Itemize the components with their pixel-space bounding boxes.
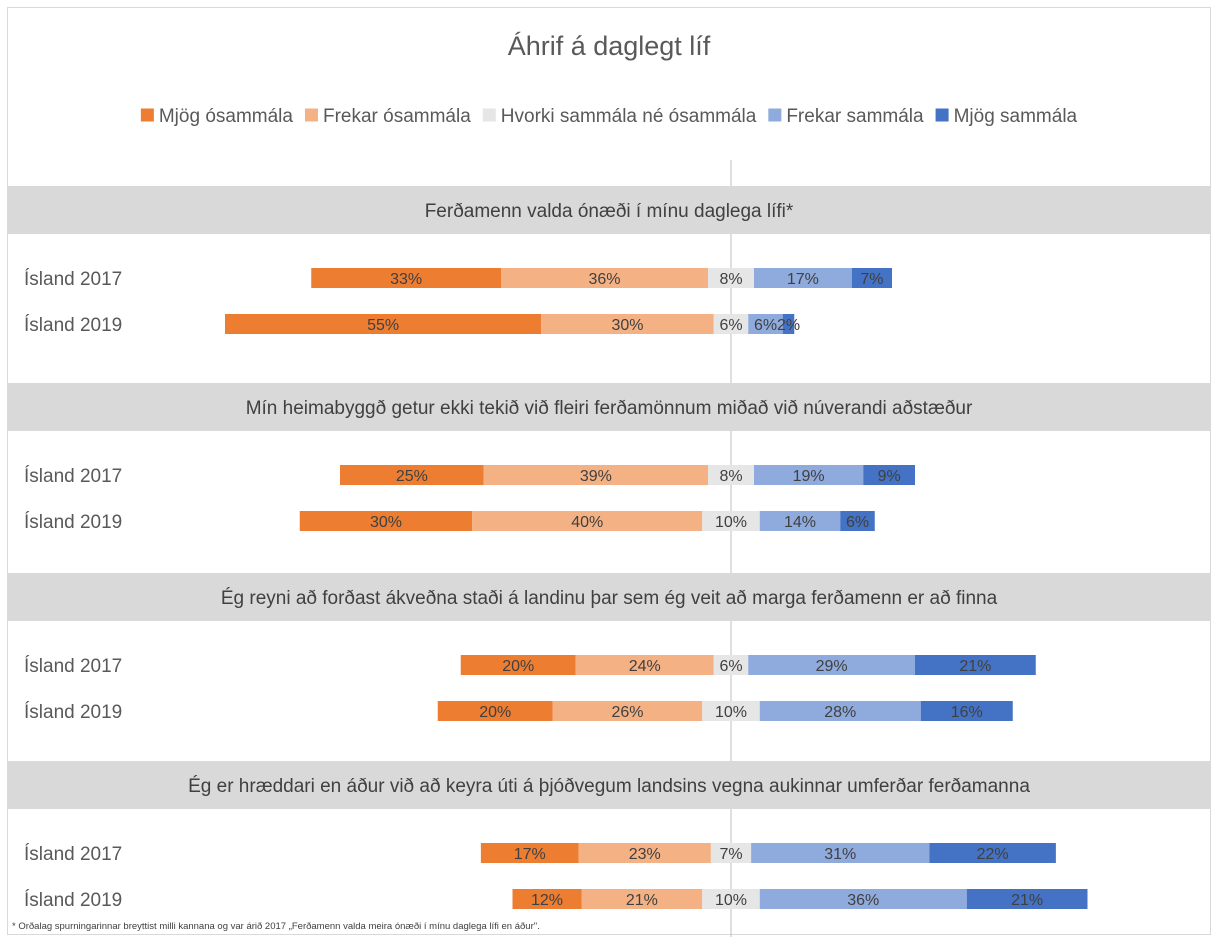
bar-segment-label: 20% (479, 704, 511, 721)
bar-segment-label: 26% (611, 704, 643, 721)
row-label: Ísland 2017 (24, 844, 122, 865)
bar-segment-label: 21% (959, 658, 991, 675)
row-label: Ísland 2019 (24, 512, 122, 533)
bar-segment-label: 40% (571, 514, 603, 531)
bar-segment-label: 12% (531, 892, 563, 909)
bar-segment-label: 14% (784, 514, 816, 531)
bar-segment-label: 8% (719, 271, 742, 288)
chart-title: Áhrif á daglegt líf (508, 31, 711, 61)
legend-label-1: Mjög ósammála (159, 106, 294, 127)
legend-swatch-1 (141, 109, 154, 122)
panel-3: Ég reyni að forðast ákveðna staði á land… (8, 573, 1210, 723)
bar-segment-label: 6% (719, 658, 742, 675)
legend-swatch-2 (305, 109, 318, 122)
bar-segment-label: 55% (367, 317, 399, 334)
panel-1: Ferðamenn valda ónæði í mínu daglega líf… (8, 186, 1210, 336)
bar-segment-label: 16% (951, 704, 983, 721)
bar-segment-label: 19% (793, 468, 825, 485)
bar-segment-label: 33% (390, 271, 422, 288)
bar-segment-label: 2% (777, 317, 800, 334)
bar-segment-label: 31% (824, 846, 856, 863)
bar-segment-label: 23% (629, 846, 661, 863)
bar-segment-label: 36% (588, 271, 620, 288)
legend-label-4: Frekar sammála (786, 106, 924, 127)
row-label: Ísland 2019 (24, 890, 122, 911)
legend-label-3: Hvorki sammála né ósammála (501, 106, 757, 127)
row-label: Ísland 2017 (24, 656, 122, 677)
legend-swatch-3 (483, 109, 496, 122)
row-label: Ísland 2017 (24, 466, 122, 487)
bar-segment-label: 36% (847, 892, 879, 909)
bar-segment-label: 10% (715, 892, 747, 909)
bar-segment-label: 10% (715, 514, 747, 531)
question-text: Ég reyni að forðast ákveðna staði á land… (221, 588, 998, 609)
legend-swatch-4 (768, 109, 781, 122)
row-label: Ísland 2019 (24, 315, 122, 336)
row-label: Ísland 2019 (24, 702, 122, 723)
bar-segment-label: 10% (715, 704, 747, 721)
bar-segment-label: 7% (719, 846, 742, 863)
bar-segment-label: 6% (754, 317, 777, 334)
panel-2: Mín heimabyggð getur ekki tekið við flei… (8, 383, 1210, 533)
bar-segment-label: 29% (816, 658, 848, 675)
bar-segment-label: 21% (1011, 892, 1043, 909)
row-label: Ísland 2017 (24, 269, 122, 290)
question-text: Mín heimabyggð getur ekki tekið við flei… (246, 398, 973, 419)
bar-segment-label: 20% (502, 658, 534, 675)
bar-segment-label: 21% (626, 892, 658, 909)
legend: Mjög ósammála Frekar ósammála Hvorki sammá… (141, 106, 1078, 127)
bar-segment-label: 39% (580, 468, 612, 485)
bar-segment-label: 30% (370, 514, 402, 531)
bar-segment-label: 7% (860, 271, 883, 288)
bar-segment-label: 25% (396, 468, 428, 485)
bar-segment-label: 28% (824, 704, 856, 721)
panels: Ferðamenn valda ónæði í mínu daglega líf… (8, 186, 1210, 911)
question-text: Ég er hræddari en áður við að keyra úti … (188, 776, 1030, 797)
bar-segment-label: 9% (878, 468, 901, 485)
bar-segment-label: 17% (514, 846, 546, 863)
panel-4: Ég er hræddari en áður við að keyra úti … (8, 761, 1210, 911)
legend-label-5: Mjög sammála (954, 106, 1078, 127)
bar-segment-label: 24% (629, 658, 661, 675)
bar-segment-label: 6% (719, 317, 742, 334)
footnote: * Orðalag spurningarinnar breyttist mill… (12, 921, 540, 932)
legend-swatch-5 (936, 109, 949, 122)
bar-segment-label: 30% (611, 317, 643, 334)
question-text: Ferðamenn valda ónæði í mínu daglega líf… (425, 201, 794, 222)
bar-segment-label: 8% (719, 468, 742, 485)
bar-segment-label: 6% (846, 514, 869, 531)
bar-segment-label: 17% (787, 271, 819, 288)
bar-segment-label: 22% (977, 846, 1009, 863)
legend-label-2: Frekar ósammála (323, 106, 471, 127)
